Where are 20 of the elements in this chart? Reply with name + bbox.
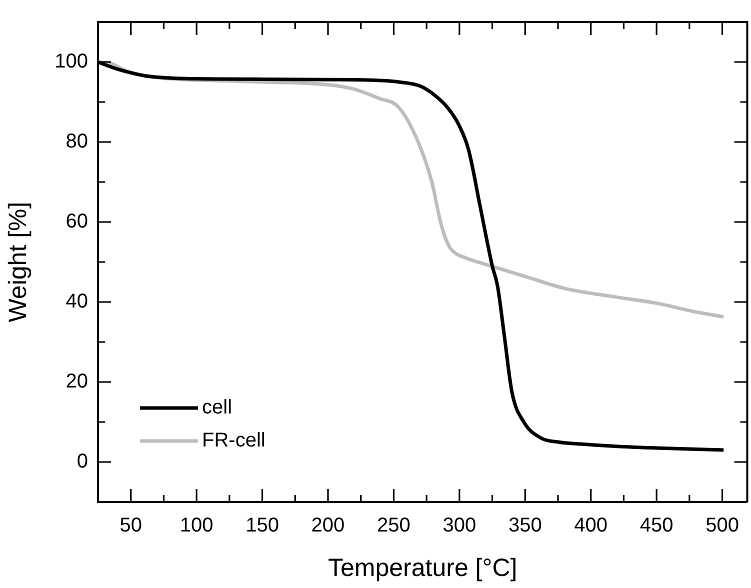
y-tick-label: 60 [66, 210, 88, 233]
legend-label: cell [202, 396, 232, 419]
x-tick-label: 250 [377, 514, 410, 537]
y-axis-title: Weight [%] [4, 202, 32, 322]
x-axis-title: Temperature [°C] [328, 554, 518, 582]
x-tick-label: 300 [442, 514, 476, 537]
x-tick-label: 350 [508, 514, 542, 537]
x-tick-label: 50 [120, 514, 142, 537]
x-tick-label: 500 [706, 514, 739, 537]
y-tick-label: 100 [54, 50, 88, 73]
x-tick-label: 150 [246, 514, 279, 537]
y-tick-label: 0 [76, 450, 88, 473]
legend-label: FR-cell [202, 430, 266, 452]
y-tick-label: 40 [66, 290, 88, 313]
x-tick-label: 100 [180, 514, 214, 537]
y-tick-label: 20 [66, 370, 88, 393]
x-tick-label: 450 [640, 514, 674, 537]
x-tick-label: 400 [574, 514, 608, 537]
x-tick-label: 200 [311, 514, 345, 537]
y-tick-label: 80 [66, 130, 88, 153]
